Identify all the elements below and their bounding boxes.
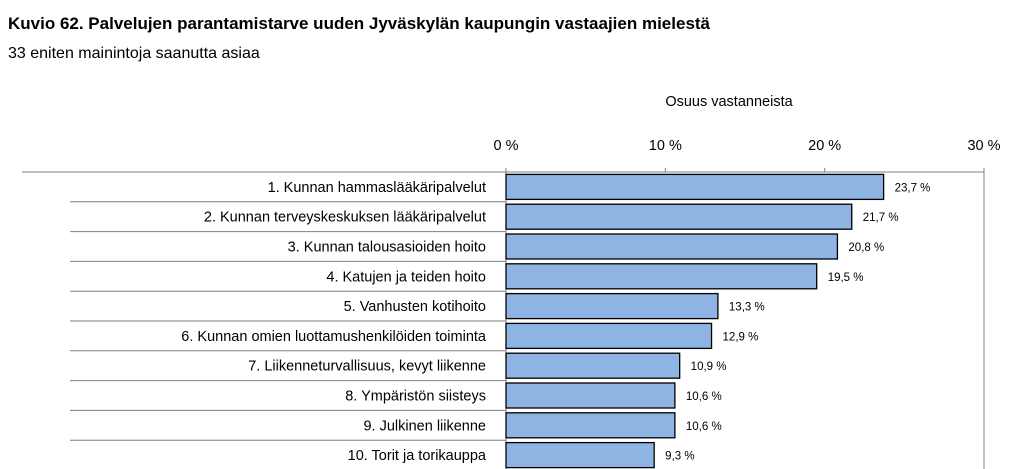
chart-row: 3. Kunnan talousasioiden hoito 20,8 % [70,233,884,262]
value-label: 10,6 % [686,421,722,433]
x-tick-label: 30 % [967,138,1000,154]
bar [505,441,655,469]
x-axis-title: Osuus vastanneista [665,94,793,110]
category-label: 1. Kunnan hammaslääkäripalvelut [268,180,486,196]
category-label: 9. Julkinen liikenne [363,418,486,434]
value-label: 9,3 % [665,451,694,463]
x-tick-label: 20 % [808,138,841,154]
value-label: 21,7 % [863,212,899,224]
category-label: 5. Vanhusten kotihoito [344,299,486,315]
chart-row: 9. Julkinen liikenne 10,6 % [70,412,722,441]
category-label: 7. Liikenneturvallisuus, kevyt liikenne [248,359,486,375]
category-label: 4. Katujen ja teiden hoito [326,269,486,285]
value-label: 10,6 % [686,391,722,403]
value-label: 10,9 % [691,361,727,373]
bar [505,173,885,201]
bar [505,382,676,409]
chart-row: 2. Kunnan terveyskeskuksen lääkäripalvel… [70,203,899,233]
chart-row: 6. Kunnan omien luottamushenkilöiden toi… [70,322,759,352]
chart-row: 10. Torit ja torikauppa 9,3 % [348,441,695,469]
chart-row: 1. Kunnan hammaslääkäripalvelut 23,7 % [70,173,931,203]
chart-row: 4. Katujen ja teiden hoito 19,5 % [70,263,864,292]
x-tick-label: 0 % [494,138,519,154]
value-label: 20,8 % [848,242,884,254]
chart-row: 7. Liikenneturvallisuus, kevyt liikenne 1… [70,352,727,382]
value-label: 12,9 % [723,331,759,343]
bar [505,203,853,230]
bar [505,352,681,379]
chart-title: Kuvio 62. Palvelujen parantamistarve uud… [8,14,711,33]
category-label: 8. Ympäristön siisteys [345,389,486,405]
bar [505,322,713,350]
chart-row: 5. Vanhusten kotihoito 13,3 % [70,292,765,322]
bar [505,412,676,439]
bar [505,292,719,320]
value-label: 13,3 % [729,302,765,314]
category-label: 3. Kunnan talousasioiden hoito [288,240,486,256]
chart-rows: 1. Kunnan hammaslääkäripalvelut 23,7 % 2. … [70,173,931,469]
bar [505,233,839,260]
bar [505,263,818,290]
category-label: 6. Kunnan omien luottamushenkilöiden toi… [181,329,487,345]
x-tick-label: 10 % [649,138,682,154]
value-label: 23,7 % [895,182,931,194]
value-label: 19,5 % [828,272,864,284]
chart-row: 8. Ympäristön siisteys 10,6 % [70,382,722,411]
category-label: 2. Kunnan terveyskeskuksen lääkäripalvel… [204,210,486,226]
chart-subtitle: 33 eniten mainintoja saanutta asiaa [8,45,260,62]
category-label: 10. Torit ja torikauppa [348,448,487,464]
x-axis-ticks: 0 % 10 % 20 % 30 % [494,138,1001,154]
